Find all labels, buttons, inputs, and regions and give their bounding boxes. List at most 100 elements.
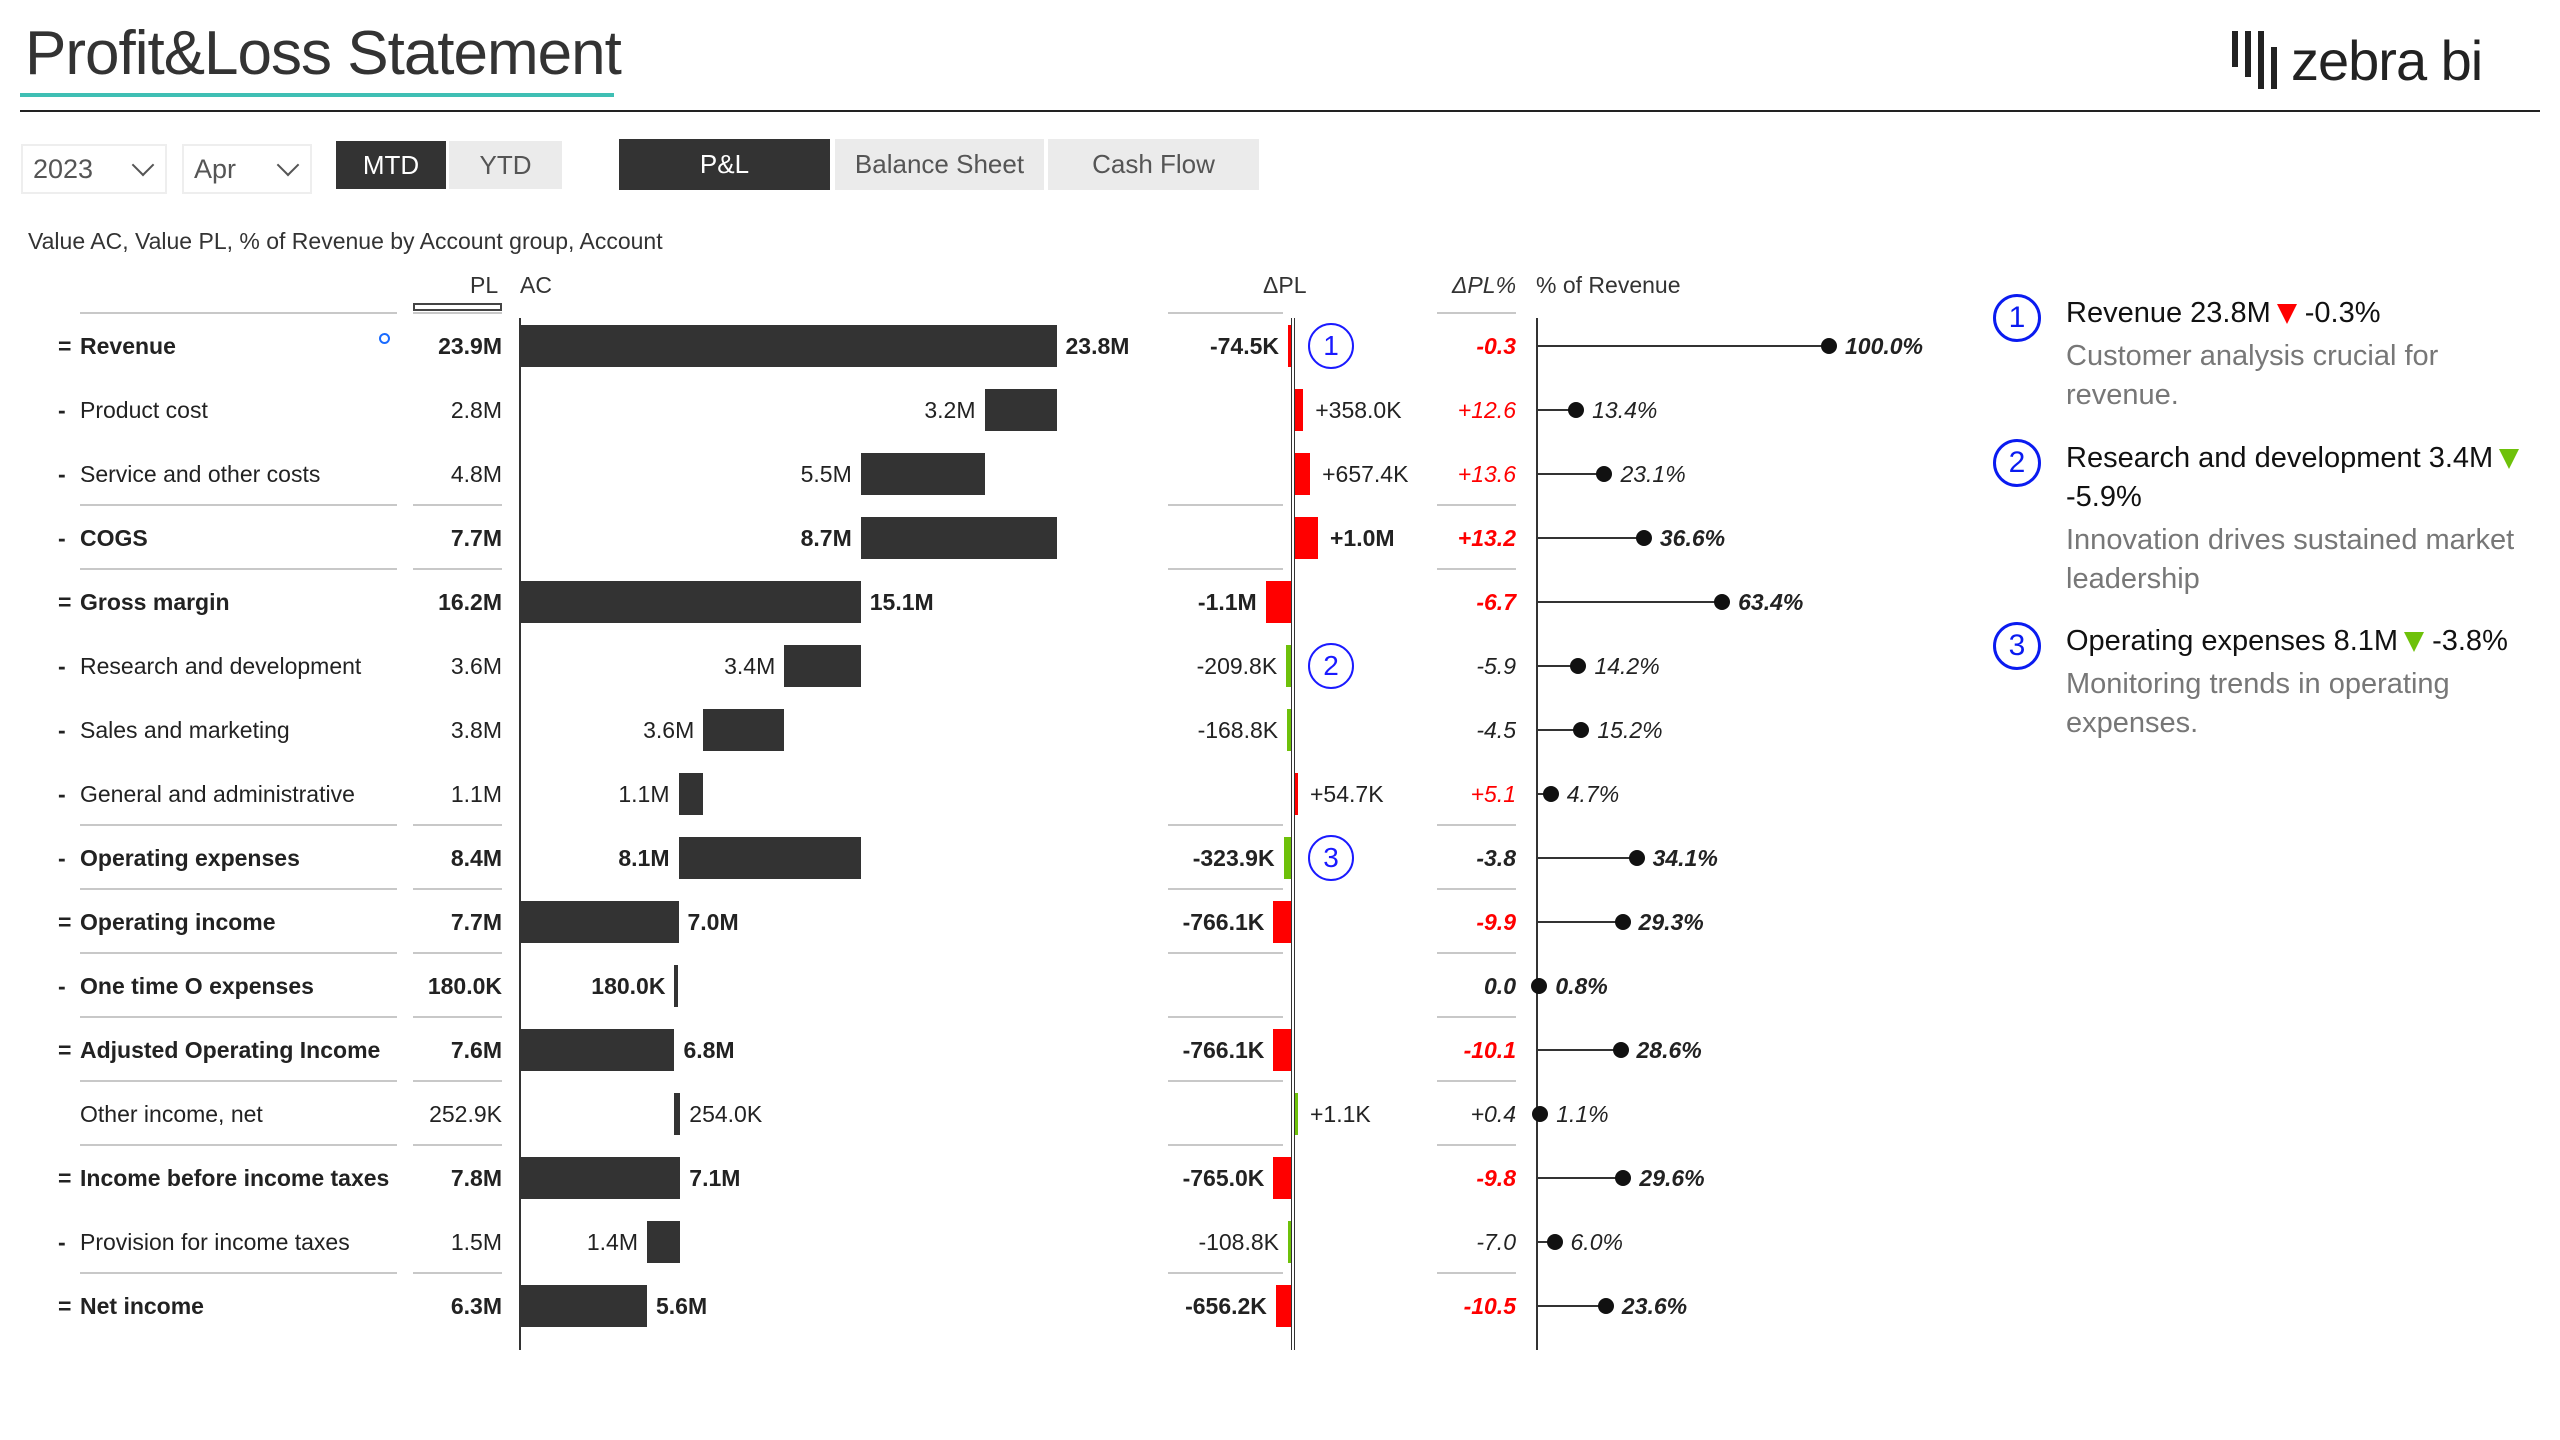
row-separator [1168,952,1283,954]
year-dropdown[interactable]: 2023 [21,144,167,194]
pl-value: 6.3M [450,1293,502,1319]
delta-pl-value: -323.9K [1192,845,1275,871]
ac-value: 15.1M [869,589,934,615]
annotation-marker[interactable]: 1 [1308,323,1354,369]
row-separator [80,952,397,954]
pct-revenue-dot [1628,850,1645,866]
delta-pl-value: +1.1K [1310,1101,1371,1127]
pct-revenue-stem [1537,921,1623,923]
pct-revenue-dot [1615,1170,1632,1186]
month-dropdown[interactable]: Apr [182,144,312,194]
triangle-down-icon [2499,449,2520,470]
row-label[interactable]: Operating expenses [80,845,300,871]
ytd-button[interactable]: YTD [449,141,562,189]
row-label[interactable]: Research and development [80,653,362,679]
pct-revenue-dot [1596,466,1613,482]
pct-revenue-dot [1568,402,1585,418]
ac-bar [647,1221,681,1263]
tab-balance-sheet[interactable]: Balance Sheet [835,139,1044,190]
row-label[interactable]: Income before income taxes [80,1165,390,1191]
row-label[interactable]: Adjusted Operating Income [80,1037,381,1063]
pct-revenue-dot [1546,1234,1563,1250]
pct-revenue-stem [1537,665,1579,667]
row-separator [1168,888,1283,890]
row-label[interactable]: General and administrative [80,781,355,807]
row-separator [413,1272,502,1274]
ac-axis [519,318,521,1350]
row-separator [413,504,502,506]
pl-value: 7.6M [450,1037,502,1063]
comment-number: 3 [1993,622,2041,670]
annotation-marker[interactable]: 2 [1308,643,1354,689]
row-label[interactable]: COGS [80,525,148,551]
delta-pl-pct-value: -9.9 [1476,909,1516,935]
row-label[interactable]: Service and other costs [80,461,321,487]
row-label[interactable]: Provision for income taxes [80,1229,350,1255]
tab-cash-flow[interactable]: Cash Flow [1048,139,1259,190]
delta-pl-value: -74.5K [1209,333,1279,359]
pl-value: 2.8M [450,397,502,423]
delta-pl-pct-value: -0.3 [1476,333,1516,359]
ac-bar [521,581,861,623]
pl-value: 7.7M [450,525,502,551]
row-label[interactable]: Other income, net [80,1101,263,1127]
row-label[interactable]: Net income [80,1293,204,1319]
row-label[interactable]: Sales and marketing [80,717,290,743]
pl-value: 1.5M [450,1229,502,1255]
row-separator [413,568,502,570]
row-separator [413,1016,502,1018]
pl-legend-swatch [413,303,502,311]
row-separator [1437,1272,1516,1274]
row-sign: = [58,1165,72,1191]
row-label[interactable]: Gross margin [80,589,230,615]
comment-item: 3 Operating expenses 8.1M -3.8% Monitorin… [1993,622,2543,743]
annotation-marker[interactable]: 3 [1308,835,1354,881]
triangle-down-icon [2276,304,2297,325]
comment-delta: -3.8% [2432,625,2508,657]
ac-value: 1.1M [618,781,670,807]
ac-bar [521,901,679,943]
row-separator [1437,888,1516,890]
ac-bar [521,325,1057,367]
pct-revenue-value: 63.4% [1738,589,1804,615]
pct-revenue-value: 4.7% [1566,781,1620,807]
comment-title: Revenue 23.8M [2066,297,2271,329]
delta-pl-pct-value: +0.4 [1470,1101,1516,1127]
row-sign: = [58,589,72,615]
delta-pl-axis [1291,318,1295,1350]
delta-pl-bar [1265,581,1291,623]
pct-revenue-dot [1531,978,1548,994]
delta-pl-pct-value: +13.2 [1457,525,1516,551]
delta-pl-value: -209.8K [1196,653,1278,679]
pct-revenue-dot [1570,658,1587,674]
row-label[interactable]: One time O expenses [80,973,314,999]
row-separator [1168,312,1283,314]
pct-revenue-value: 1.1% [1556,1101,1609,1127]
row-separator [80,1144,397,1146]
tab-pl[interactable]: P&L [619,139,830,190]
row-separator [80,888,397,890]
row-separator [80,312,397,314]
delta-pl-bar [1288,1221,1291,1263]
pl-value: 8.4M [450,845,502,871]
mtd-button[interactable]: MTD [336,141,446,189]
row-separator [80,1016,397,1018]
delta-pl-pct-value: -3.8 [1476,845,1516,871]
row-label[interactable]: Product cost [80,397,208,423]
ac-value: 23.8M [1065,333,1130,359]
chevron-down-icon [131,153,155,177]
row-sign: - [58,845,66,871]
row-sign: - [58,397,66,423]
row-separator [413,888,502,890]
delta-pl-value: -656.2K [1185,1293,1267,1319]
pct-revenue-value: 14.2% [1594,653,1660,679]
row-separator [1168,568,1283,570]
year-value: 2023 [33,153,94,184]
pct-revenue-stem [1537,601,1723,603]
row-label[interactable]: Revenue [80,333,176,359]
pct-revenue-stem [1537,537,1644,539]
pl-value: 7.7M [450,909,502,935]
pct-revenue-dot [1614,914,1631,930]
row-label[interactable]: Operating income [80,909,276,935]
comment-delta: -5.9% [2066,481,2142,513]
